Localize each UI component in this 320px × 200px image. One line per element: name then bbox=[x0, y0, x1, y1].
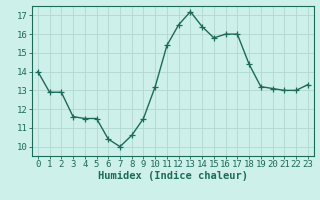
X-axis label: Humidex (Indice chaleur): Humidex (Indice chaleur) bbox=[98, 171, 248, 181]
